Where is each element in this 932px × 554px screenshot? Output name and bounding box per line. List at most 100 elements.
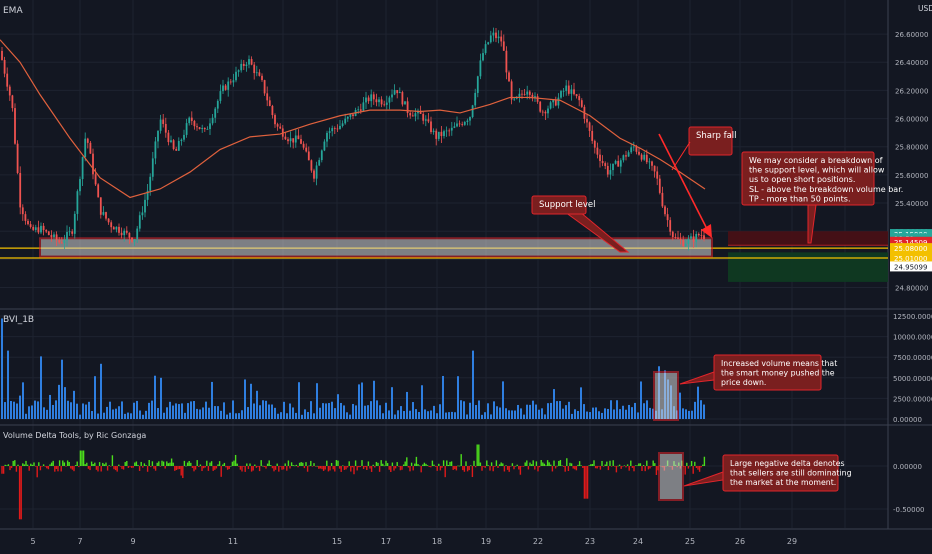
volume-callout-box — [713, 354, 822, 391]
x-axis: 5 7 9 11 15 17 18 19 22 23 24 25 26 29 — [30, 537, 797, 546]
delta-bar — [527, 466, 530, 470]
delta-bar — [652, 460, 654, 466]
volume-bar — [313, 413, 315, 419]
delta-bar — [644, 466, 646, 472]
delta-bar — [690, 461, 693, 466]
delta-bar — [7, 464, 10, 466]
delta-bar — [633, 466, 635, 472]
delta-bar — [102, 462, 104, 466]
volume-bar — [490, 414, 492, 419]
candle-body — [27, 220, 29, 225]
volume-bar — [4, 402, 6, 419]
delta-bar — [164, 466, 166, 469]
delta-bar — [537, 466, 539, 472]
delta-bar — [607, 466, 610, 471]
delta-bar — [634, 465, 637, 466]
volume-bar — [103, 412, 105, 419]
volume-bar — [115, 408, 117, 419]
delta-bar — [242, 466, 245, 467]
volume-bar — [223, 402, 225, 419]
candle-body — [58, 240, 61, 243]
candle-body — [375, 99, 378, 103]
candle-body — [203, 127, 206, 130]
delta-bar — [225, 466, 227, 468]
volume-bar — [649, 407, 651, 419]
delta-callout-text: the market at the moment. — [730, 478, 836, 487]
candle-body — [502, 41, 505, 51]
delta-bar — [468, 466, 470, 471]
candle-body — [6, 73, 9, 87]
candle-body — [398, 92, 401, 94]
candle-body — [406, 101, 409, 114]
delta-bar — [18, 466, 21, 520]
delta-bar — [58, 460, 61, 466]
volume-bar — [214, 406, 216, 419]
price-tick-label: 26.20000 — [895, 87, 928, 95]
candle-body — [414, 113, 417, 117]
candle-body — [60, 242, 63, 244]
x-tick-label: 26 — [735, 537, 745, 546]
price-tick-label: 25.80000 — [895, 144, 928, 152]
delta-bar — [300, 462, 302, 466]
delta-bar — [364, 466, 366, 468]
volume-bar — [100, 363, 102, 419]
delta-bar — [127, 466, 130, 468]
candle-body — [601, 160, 604, 164]
delta-bar — [588, 465, 590, 466]
volume-bar — [556, 401, 558, 419]
candle-body — [365, 97, 367, 103]
volume-bar — [226, 414, 228, 419]
volume-bar — [34, 400, 36, 419]
candle-body — [453, 126, 456, 128]
volume-bar — [598, 411, 600, 419]
candle-body — [401, 92, 404, 105]
delta-bar — [214, 466, 216, 470]
candle-body — [14, 108, 16, 144]
volume-bar — [367, 405, 369, 419]
delta-bar — [122, 466, 125, 470]
delta-bar — [278, 466, 280, 472]
delta-bar — [81, 450, 83, 466]
volume-bar — [478, 400, 480, 419]
volume-bar — [175, 403, 177, 419]
delta-bar — [375, 461, 378, 466]
candles — [1, 27, 705, 251]
delta-bar — [124, 462, 126, 466]
candle-body — [263, 80, 266, 94]
delta-bar — [604, 464, 606, 466]
volume-bar — [139, 410, 141, 419]
volume-bar — [529, 404, 531, 419]
candle-body — [333, 128, 336, 129]
candle-body — [643, 154, 646, 160]
volume-bar — [643, 403, 645, 419]
delta-bar — [596, 466, 598, 469]
delta-bar — [580, 465, 582, 466]
delta-bar — [204, 466, 206, 468]
delta-bar — [156, 462, 158, 466]
candle-body — [318, 160, 321, 166]
delta-bar — [559, 459, 562, 466]
candle-body — [287, 139, 289, 142]
candle-body — [261, 75, 263, 81]
volume-bar — [277, 413, 279, 419]
delta-bar — [186, 462, 189, 466]
volume-bar — [319, 407, 321, 419]
candle-body — [297, 135, 300, 140]
candle-body — [362, 102, 365, 111]
delta-bar — [250, 466, 253, 472]
delta-bar — [510, 466, 512, 467]
delta-bar — [113, 466, 115, 470]
delta-bar — [650, 466, 653, 467]
delta-bar — [553, 460, 555, 466]
delta-bar — [554, 466, 557, 469]
candle-body — [671, 231, 674, 238]
candle-body — [622, 155, 625, 161]
delta-bar — [391, 462, 394, 466]
candle-body — [255, 72, 258, 74]
candle-body — [518, 93, 521, 97]
volume-bar — [589, 412, 591, 419]
volume-bar — [538, 409, 540, 419]
volume-bar — [457, 376, 459, 419]
